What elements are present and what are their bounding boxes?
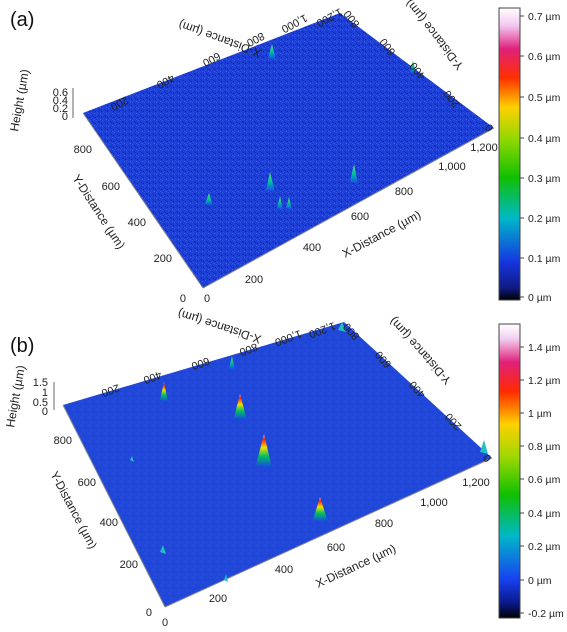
surface-peaks [130, 322, 488, 582]
colorbar-tick: 1 µm [528, 408, 552, 420]
colorbar-tick: 0 µm [528, 575, 552, 587]
height-axis-title: Height (µm) [7, 68, 32, 132]
height-tick: 0 [42, 406, 48, 418]
y-tick: 200 [154, 253, 172, 265]
x-tick: 400 [303, 242, 321, 254]
colorbar-tick: 1.4 µm [528, 342, 561, 354]
colorbar-tick: 0.4 µm [528, 508, 561, 520]
y-tick: 400 [128, 217, 146, 229]
surface-plane [83, 13, 494, 288]
x-tick: 1,200 [470, 142, 498, 154]
colorbar-tick: 0.8 µm [528, 441, 561, 453]
x-tick: 1,200 [462, 477, 490, 489]
colorbar-tick: 0.4 µm [528, 133, 561, 145]
panel-a: (a) 0.6 0.4 0.2 0 Height (µm) 800 600 40… [7, 0, 560, 305]
panel-label: (b) [10, 335, 34, 357]
x-axis-line [164, 457, 493, 608]
panel-label: (a) [10, 9, 34, 31]
colorbar-tick: 0.5 µm [528, 92, 561, 104]
y-tick: 800 [74, 144, 92, 156]
height-axis-title: Height (µm) [3, 364, 28, 428]
height-tick: 0.2 [53, 103, 68, 115]
y-tick: 200 [120, 559, 138, 571]
colorbar-ticks: 1.4 µm 1.2 µm 1 µm 0.8 µm 0.6 µm 0.4 µm … [520, 342, 564, 620]
colorbar-tick: -0.2 µm [528, 608, 564, 620]
surface-peaks [205, 44, 416, 210]
back-y-axis-title: Y-Distance (µm) [402, 0, 466, 73]
colorbar [498, 323, 521, 619]
y-tick: 600 [102, 181, 120, 193]
x-tick: 600 [327, 542, 345, 554]
colorbar-tick: 0.7 µm [528, 11, 561, 23]
x-tick: 400 [275, 564, 293, 576]
colorbar-tick: 0.1 µm [528, 253, 561, 265]
colorbar [498, 7, 521, 301]
colorbar-tick: 0.6 µm [528, 474, 561, 486]
y-tick: 600 [78, 477, 96, 489]
colorbar-tick: 0.2 µm [528, 213, 561, 225]
height-tick: 0.4 [53, 95, 68, 107]
y-axis-line [62, 404, 166, 608]
y-axis-line [82, 112, 204, 289]
panel-b: (b) 1.5 1 0.5 0 Height (µm) 800 600 400 … [3, 306, 564, 629]
colorbar-tick: 0.6 µm [528, 51, 561, 63]
x-tick: 1,000 [420, 497, 448, 509]
colorbar-tick: 1.2 µm [528, 375, 561, 387]
height-tick: 1.5 [33, 377, 48, 389]
colorbar-tick: 0.3 µm [528, 173, 561, 185]
colorbar-tick: 0.2 µm [528, 541, 561, 553]
height-tick: 0.6 [53, 87, 68, 99]
x-tick: 1,000 [438, 161, 466, 173]
x-axis-line [202, 127, 495, 289]
x-tick: 200 [209, 593, 227, 605]
y-tick: 0 [146, 607, 152, 619]
y-tick: 0 [180, 293, 186, 305]
x-tick: 0 [162, 617, 168, 629]
y-tick: 400 [100, 517, 118, 529]
y-tick: 800 [54, 435, 72, 447]
height-tick: 0.5 [33, 397, 48, 409]
height-tick: 0 [62, 111, 68, 123]
x-tick: 200 [245, 274, 263, 286]
back-x-tick: 800 [238, 340, 259, 358]
back-x-tick: 200 [100, 381, 121, 399]
back-x-axis-title: X-Distance (µm) [176, 306, 263, 346]
height-tick: 1 [42, 387, 48, 399]
surface-plane [63, 322, 492, 607]
x-tick: 0 [204, 293, 210, 305]
back-x-tick: 600 [190, 354, 211, 372]
x-tick: 800 [395, 186, 413, 198]
x-tick: 800 [375, 518, 393, 530]
x-tick: 600 [351, 211, 369, 223]
colorbar-tick: 0 µm [528, 292, 552, 304]
back-x-tick: 400 [142, 368, 163, 386]
colorbar-ticks: 0.7 µm 0.6 µm 0.5 µm 0.4 µm 0.3 µm 0.2 µ… [520, 11, 561, 304]
